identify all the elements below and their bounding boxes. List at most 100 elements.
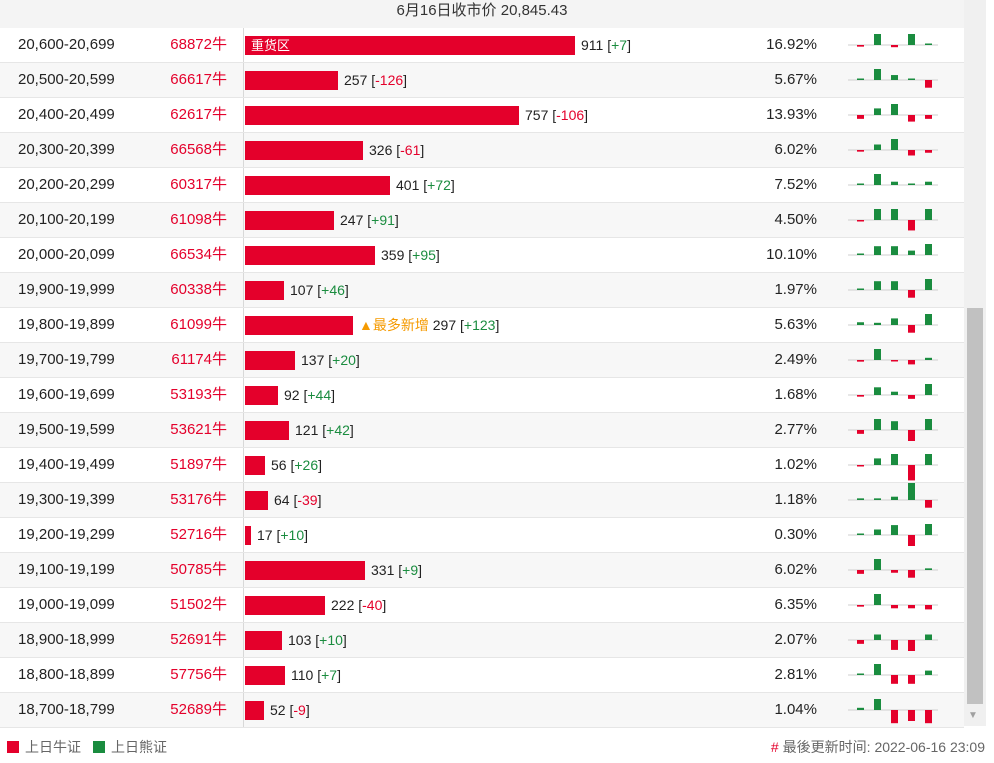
price-range: 19,200-19,299 bbox=[18, 526, 115, 543]
volume-bar[interactable] bbox=[245, 351, 295, 370]
sparkline-bar bbox=[874, 34, 881, 45]
volume-bar[interactable] bbox=[245, 176, 390, 195]
sparkline-bar bbox=[925, 279, 932, 290]
table-row[interactable]: 19,600-19,699 53193牛 92 [+44] 1.68% bbox=[0, 378, 964, 413]
legend-item-bull: 上日牛证 bbox=[7, 737, 81, 757]
volume-bar[interactable] bbox=[245, 71, 338, 90]
table-row[interactable]: 19,000-19,099 51502牛 222 [-40] 6.35% bbox=[0, 588, 964, 623]
bar-cell: 重货区 911 [+7] bbox=[243, 28, 764, 62]
scroll-down-arrow-icon[interactable]: ▼ bbox=[968, 710, 978, 721]
table-row[interactable]: 20,600-20,699 68872牛 重货区 911 [+7] 16.92% bbox=[0, 28, 964, 63]
table-row[interactable]: 19,300-19,399 53176牛 64 [-39] 1.18% bbox=[0, 483, 964, 518]
trend-sparkline bbox=[848, 384, 938, 399]
sparkline-bar bbox=[891, 454, 898, 465]
table-row[interactable]: 20,000-20,099 66534牛 359 [+95] 10.10% bbox=[0, 238, 964, 273]
bar-count: 137 bbox=[301, 352, 325, 368]
volume-bar[interactable] bbox=[245, 561, 365, 580]
table-row[interactable]: 20,300-20,399 66568牛 326 [-61] 6.02% bbox=[0, 133, 964, 168]
percentage: 1.18% bbox=[774, 491, 817, 508]
volume-bar[interactable] bbox=[245, 596, 325, 615]
volume-bar[interactable] bbox=[245, 281, 284, 300]
volume-bar[interactable] bbox=[245, 106, 519, 125]
bull-column: 53621牛 bbox=[155, 413, 243, 447]
bar-change: +26 bbox=[294, 457, 319, 473]
bar-change: -61 bbox=[400, 142, 421, 158]
volume-bar[interactable] bbox=[245, 456, 265, 475]
sparkline-bar bbox=[908, 570, 915, 578]
bull-column: 51897牛 bbox=[155, 448, 243, 482]
sparkline-bar bbox=[925, 314, 932, 325]
bar-inside-label: 重货区 bbox=[251, 38, 291, 53]
sparkline-bar bbox=[925, 419, 932, 430]
sparkline-bar bbox=[925, 150, 932, 153]
bull-column: 61098牛 bbox=[155, 203, 243, 237]
table-row[interactable]: 20,500-20,599 66617牛 257 [-126] 5.67% bbox=[0, 63, 964, 98]
table-row[interactable]: 19,800-19,899 61099牛 ▲最多新增 297 [+123] 5.63% bbox=[0, 308, 964, 343]
scrollbar-thumb[interactable] bbox=[967, 308, 983, 704]
table-row[interactable]: 18,700-18,799 52689牛 52 [-9] 1.04% bbox=[0, 693, 964, 728]
sparkline-bar bbox=[908, 605, 915, 609]
bar-change: -126 bbox=[375, 72, 404, 88]
table-row[interactable]: 19,900-19,999 60338牛 107 [+46] 1.97% bbox=[0, 273, 964, 308]
bar-cell: 257 [-126] bbox=[243, 63, 764, 97]
bar-value-group: 331 [+9] bbox=[371, 562, 422, 578]
sparkline-bar bbox=[891, 605, 898, 609]
volume-bar[interactable] bbox=[245, 666, 285, 685]
volume-bar[interactable] bbox=[245, 246, 375, 265]
volume-bar[interactable] bbox=[245, 491, 268, 510]
percentage: 5.67% bbox=[774, 71, 817, 88]
volume-bar[interactable]: 重货区 bbox=[245, 36, 575, 55]
volume-bar[interactable] bbox=[245, 526, 251, 545]
bar-change: -106 bbox=[556, 107, 585, 123]
table-row[interactable]: 19,400-19,499 51897牛 56 [+26] 1.02% bbox=[0, 448, 964, 483]
volume-bar[interactable] bbox=[245, 421, 289, 440]
trend-sparkline bbox=[848, 524, 938, 546]
table-row[interactable]: 19,200-19,299 52716牛 17 [+10] 0.30% bbox=[0, 518, 964, 553]
percentage: 2.77% bbox=[774, 421, 817, 438]
sparkline-bar bbox=[908, 325, 915, 333]
bull-column: 50785牛 bbox=[155, 553, 243, 587]
volume-bar[interactable] bbox=[245, 386, 278, 405]
bar-value-group: 222 [-40] bbox=[331, 597, 387, 613]
bar-change: +7 bbox=[321, 667, 338, 683]
table-row[interactable]: 18,800-18,899 57756牛 110 [+7] 2.81% bbox=[0, 658, 964, 693]
bull-count: 50785牛 bbox=[170, 561, 227, 578]
volume-bar[interactable] bbox=[245, 316, 353, 335]
volume-bar[interactable] bbox=[245, 631, 282, 650]
volume-bar[interactable] bbox=[245, 211, 334, 230]
table-row[interactable]: 19,500-19,599 53621牛 121 [+42] 2.77% bbox=[0, 413, 964, 448]
volume-bar[interactable] bbox=[245, 701, 264, 720]
bull-count: 61098牛 bbox=[170, 211, 227, 228]
bar-value-group: ▲最多新增 297 [+123] bbox=[359, 317, 500, 333]
price-range: 20,000-20,099 bbox=[18, 246, 115, 263]
bull-count: 62617牛 bbox=[170, 106, 227, 123]
table-row[interactable]: 20,200-20,299 60317牛 401 [+72] 7.52% bbox=[0, 168, 964, 203]
legend-bear-label: 上日熊证 bbox=[111, 739, 167, 755]
bar-change: +9 bbox=[402, 562, 419, 578]
table-row[interactable]: 20,100-20,199 61098牛 247 [+91] 4.50% bbox=[0, 203, 964, 238]
bull-count: 53193牛 bbox=[170, 386, 227, 403]
sparkline-bar bbox=[857, 605, 864, 607]
sparkline-bar bbox=[925, 500, 932, 508]
sparkline-bar bbox=[857, 570, 864, 574]
bull-column: 62617牛 bbox=[155, 98, 243, 132]
bar-cell: 17 [+10] bbox=[243, 518, 764, 552]
table-row[interactable]: 19,100-19,199 50785牛 331 [+9] 6.02% bbox=[0, 553, 964, 588]
volume-bar[interactable] bbox=[245, 141, 363, 160]
sparkline-bar bbox=[925, 568, 932, 570]
sparkline-bar bbox=[874, 174, 881, 185]
trend-sparkline bbox=[848, 454, 938, 481]
bar-change: +91 bbox=[371, 212, 395, 228]
sparkline-bar bbox=[908, 360, 915, 365]
sparkline-bar bbox=[874, 322, 881, 325]
table-row[interactable]: 20,400-20,499 62617牛 757 [-106] 13.93% bbox=[0, 98, 964, 133]
sparkline-bar bbox=[874, 458, 881, 465]
bar-cell: 222 [-40] bbox=[243, 588, 764, 622]
price-range: 19,100-19,199 bbox=[18, 561, 115, 578]
bar-cell: 757 [-106] bbox=[243, 98, 764, 132]
table-row[interactable]: 18,900-18,999 52691牛 103 [+10] 2.07% bbox=[0, 623, 964, 658]
sparkline-bar bbox=[891, 318, 898, 325]
price-range: 18,900-18,999 bbox=[18, 631, 115, 648]
sparkline-bar bbox=[925, 80, 932, 88]
table-row[interactable]: 19,700-19,799 61174牛 137 [+20] 2.49% bbox=[0, 343, 964, 378]
